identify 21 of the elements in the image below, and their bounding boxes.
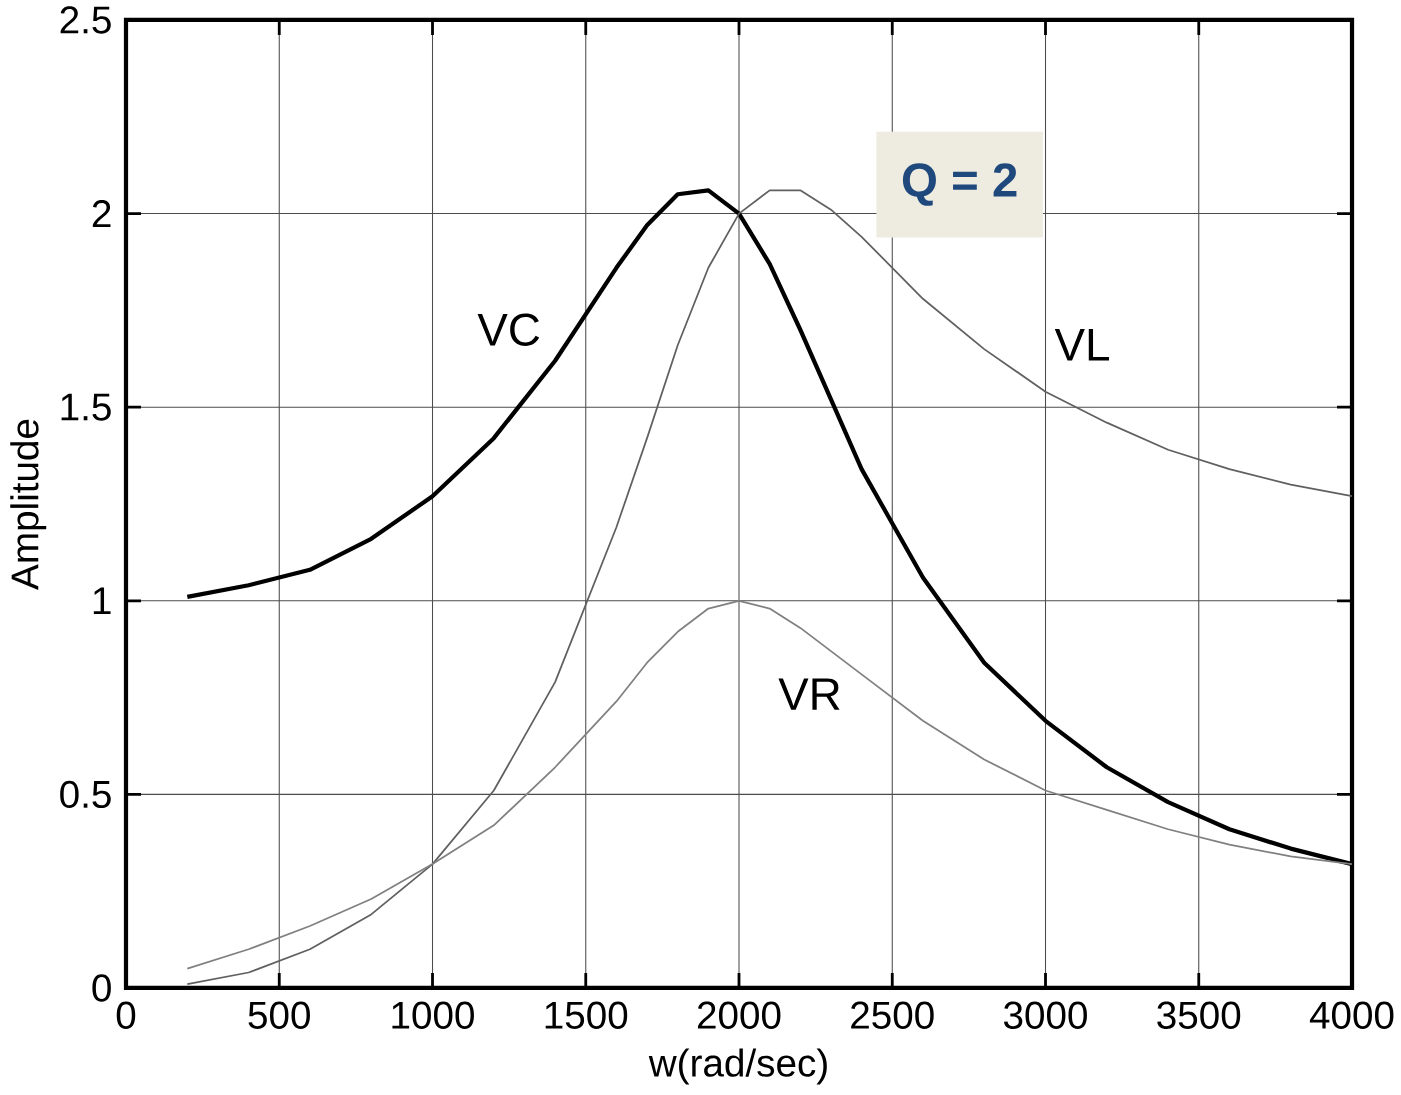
x-tick-label: 1000 (392, 1001, 474, 1029)
annotation: Q = 2 (902, 163, 1017, 206)
series-label: VC (477, 313, 540, 346)
y-tick-label: 0 (92, 974, 111, 1002)
y-axis-title: Amplitude (10, 419, 47, 590)
y-tick-label: 1.5 (61, 393, 111, 421)
x-tick-label: 2500 (851, 1001, 934, 1029)
x-tick-label: 2000 (697, 1001, 781, 1029)
series-label: VL (1054, 328, 1109, 361)
y-tick-label: 0.5 (60, 780, 111, 809)
x-tick-label: 500 (248, 1001, 310, 1029)
x-tick-label: 3000 (1003, 1001, 1087, 1029)
x-tick-label: 3500 (1157, 1001, 1241, 1029)
x-tick-label: 0 (116, 1001, 136, 1029)
y-tick-label: 1 (93, 587, 111, 615)
y-tick-label: 2.5 (60, 6, 111, 34)
x-tick-label: 4000 (1309, 1001, 1394, 1029)
y-tick-label: 2 (92, 200, 111, 228)
x-tick-label: 1500 (545, 1001, 628, 1029)
series-label: VR (778, 678, 840, 710)
x-axis-title: w(rad/sec) (648, 1048, 827, 1085)
